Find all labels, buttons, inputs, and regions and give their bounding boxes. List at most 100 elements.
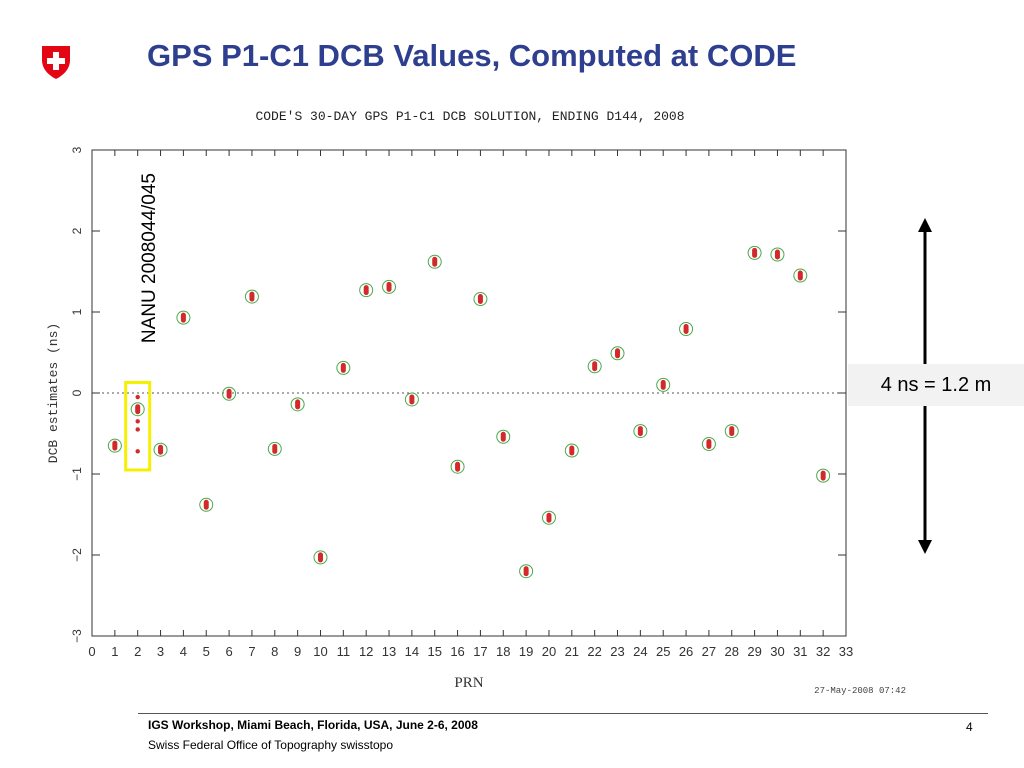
x-tick-label: 9 bbox=[294, 644, 301, 659]
dcb-point bbox=[569, 445, 575, 456]
prn2-sample-point bbox=[135, 449, 140, 454]
x-tick-label: 2 bbox=[134, 644, 141, 659]
dcb-point-ring bbox=[130, 402, 145, 417]
dcb-point bbox=[272, 443, 278, 454]
x-tick-label: 20 bbox=[542, 644, 556, 659]
dcb-point-ring bbox=[427, 254, 442, 269]
x-tick-label: 13 bbox=[382, 644, 396, 659]
x-tick-label: 3 bbox=[157, 644, 164, 659]
x-tick-label: 12 bbox=[359, 644, 373, 659]
dcb-point bbox=[774, 249, 780, 260]
y-tick-label: −2 bbox=[70, 548, 84, 562]
dcb-point bbox=[546, 512, 552, 523]
dcb-point bbox=[203, 499, 209, 510]
x-tick-label: 14 bbox=[405, 644, 419, 659]
dcb-chart: CODE'S 30-DAY GPS P1-C1 DCB SOLUTION, EN… bbox=[46, 109, 932, 696]
y-tick-label: −3 bbox=[70, 629, 84, 643]
swiss-cross-icon bbox=[42, 46, 70, 79]
prn2-sample-point bbox=[135, 394, 140, 400]
x-tick-label: 27 bbox=[702, 644, 716, 659]
prn2-sample-point bbox=[135, 427, 140, 432]
dcb-point-ring bbox=[587, 359, 602, 374]
dcb-point-ring bbox=[450, 459, 465, 474]
x-axis-label: PRN bbox=[454, 675, 483, 691]
dcb-point bbox=[135, 404, 141, 415]
dcb-point bbox=[455, 461, 461, 472]
dcb-point bbox=[797, 270, 803, 281]
x-tick-label: 32 bbox=[816, 644, 830, 659]
dcb-point bbox=[477, 294, 483, 305]
prn2-sample-point bbox=[135, 419, 140, 424]
dcb-point-ring bbox=[336, 360, 351, 375]
x-tick-label: 8 bbox=[271, 644, 278, 659]
dcb-point-ring bbox=[724, 424, 739, 439]
x-tick-label: 29 bbox=[747, 644, 761, 659]
x-tick-label: 26 bbox=[679, 644, 693, 659]
dcb-point-ring bbox=[222, 386, 237, 401]
x-tick-label: 6 bbox=[225, 644, 232, 659]
dcb-point bbox=[500, 431, 506, 442]
dcb-point bbox=[752, 247, 758, 258]
footer-event: IGS Workshop, Miami Beach, Florida, USA,… bbox=[148, 718, 478, 732]
dcb-point-ring bbox=[404, 392, 419, 407]
dcb-point bbox=[363, 285, 369, 296]
dcb-point bbox=[660, 379, 666, 390]
x-tick-label: 31 bbox=[793, 644, 807, 659]
annotation-box bbox=[848, 364, 1024, 406]
x-tick-label: 7 bbox=[248, 644, 255, 659]
y-axis-label: DCB estimates (ns) bbox=[46, 323, 61, 463]
dcb-point-ring bbox=[290, 397, 305, 412]
x-tick-label: 33 bbox=[839, 644, 853, 659]
dcb-point-ring bbox=[107, 438, 122, 453]
dcb-point-ring bbox=[793, 268, 808, 283]
dcb-point bbox=[592, 361, 598, 372]
scale-annotation: 4 ns = 1.2 m bbox=[880, 374, 992, 396]
x-tick-label: 30 bbox=[770, 644, 784, 659]
dcb-point bbox=[226, 388, 232, 399]
chart-title: CODE'S 30-DAY GPS P1-C1 DCB SOLUTION, EN… bbox=[255, 109, 684, 124]
dcb-point-ring bbox=[656, 377, 671, 392]
y-tick-label: 1 bbox=[70, 308, 84, 315]
dcb-point bbox=[706, 439, 712, 450]
dcb-point-ring bbox=[747, 245, 762, 260]
dcb-point-ring bbox=[701, 437, 716, 452]
y-tick-label: 0 bbox=[70, 389, 84, 396]
dcb-point-ring bbox=[496, 429, 511, 444]
chart-timestamp: 27-May-2008 07:42 bbox=[814, 686, 906, 696]
dcb-point-ring bbox=[267, 441, 282, 456]
dcb-point bbox=[523, 566, 529, 577]
dcb-point bbox=[340, 362, 346, 373]
dcb-point bbox=[432, 256, 438, 267]
x-tick-label: 1 bbox=[111, 644, 118, 659]
dcb-point-ring bbox=[633, 424, 648, 439]
dcb-point-ring bbox=[816, 468, 831, 483]
dcb-point bbox=[820, 470, 826, 481]
dcb-point bbox=[683, 324, 689, 335]
page-number: 4 bbox=[966, 720, 973, 734]
dcb-point bbox=[158, 444, 164, 455]
dcb-point bbox=[615, 348, 621, 359]
dcb-point-ring bbox=[519, 564, 534, 579]
x-tick-label: 4 bbox=[180, 644, 187, 659]
y-tick-label: −1 bbox=[70, 467, 84, 481]
x-tick-label: 22 bbox=[587, 644, 601, 659]
x-tick-label: 15 bbox=[427, 644, 441, 659]
x-tick-label: 17 bbox=[473, 644, 487, 659]
scale-arrow-head-bottom bbox=[918, 540, 932, 554]
dcb-point-ring bbox=[473, 292, 488, 307]
footer-divider bbox=[138, 713, 988, 714]
x-tick-label: 18 bbox=[496, 644, 510, 659]
dcb-point bbox=[386, 281, 392, 292]
dcb-point-ring bbox=[244, 289, 259, 304]
footer-organization: Swiss Federal Office of Topography swiss… bbox=[148, 738, 394, 752]
x-tick-label: 0 bbox=[88, 644, 95, 659]
y-tick-label: 2 bbox=[70, 227, 84, 234]
nanu-highlight-box bbox=[124, 380, 152, 472]
dcb-point-ring bbox=[176, 310, 191, 325]
dcb-point bbox=[295, 399, 301, 410]
x-tick-label: 28 bbox=[725, 644, 739, 659]
dcb-point-ring bbox=[564, 443, 579, 458]
dcb-point bbox=[729, 426, 735, 437]
nanu-annotation: NANU 2008044/045 bbox=[139, 173, 160, 343]
dcb-point bbox=[317, 552, 323, 563]
